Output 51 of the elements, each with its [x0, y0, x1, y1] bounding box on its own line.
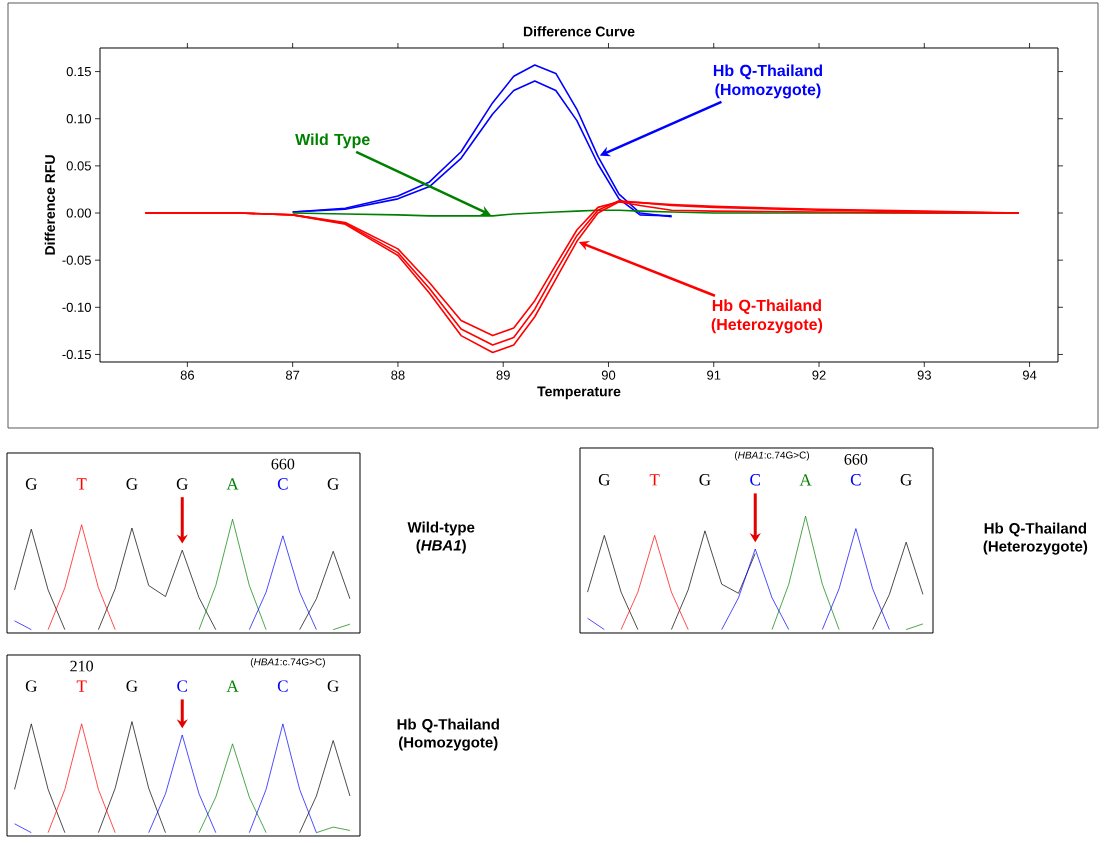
text: Wild-type (HBA1): [407, 521, 475, 554]
annotation: Hb Q-Thailand (Heterozygote): [711, 299, 823, 334]
text: A: [799, 474, 812, 486]
x-tick-label: 89: [496, 370, 510, 380]
x-tick-label: 92: [812, 370, 826, 380]
annotation: Hb Q-Thailand (Homozygote): [713, 64, 823, 99]
text: C: [750, 474, 760, 486]
text: G: [327, 478, 339, 490]
text: G: [25, 478, 37, 490]
text: T: [76, 680, 87, 692]
y-tick-label: -0.05: [62, 255, 91, 265]
text: A: [226, 680, 239, 692]
text: G: [900, 474, 912, 486]
chart-title: Difference Curve: [523, 26, 635, 37]
x-tick-label: 88: [391, 370, 405, 380]
text: (HBA1:c.74G>C): [250, 658, 325, 668]
y-tick-label: -0.10: [62, 302, 91, 312]
text: G: [699, 474, 711, 486]
x-axis-title: Temperature: [537, 386, 621, 400]
text: (HBA1:c.74G>C): [734, 451, 810, 461]
text: T: [649, 474, 660, 486]
x-tick-label: 93: [917, 370, 931, 380]
x-tick-label: 94: [1022, 370, 1037, 380]
text: 660: [844, 453, 868, 465]
x-tick-label: 90: [601, 370, 616, 380]
text: G: [327, 680, 339, 692]
x-tick-label: 87: [285, 370, 300, 380]
text: G: [176, 478, 188, 490]
text: Hb Q-Thailand (Homozygote): [397, 718, 499, 751]
annotation: Wild Type: [295, 133, 370, 149]
x-tick-label: 86: [180, 370, 195, 380]
text: 660: [271, 458, 295, 470]
text: A: [226, 478, 239, 490]
x-tick-label: 91: [707, 370, 721, 380]
text: Hb Q-Thailand (Heterozygote): [983, 522, 1088, 555]
y-axis-title: Difference RFU: [44, 155, 55, 255]
text: T: [76, 478, 87, 490]
y-tick-label: 0.00: [66, 208, 91, 218]
text: G: [126, 680, 138, 692]
y-tick-label: 0.15: [66, 66, 91, 77]
text: G: [25, 680, 37, 692]
text: G: [598, 474, 610, 486]
y-tick-label: 0.10: [66, 114, 91, 124]
text: C: [850, 474, 861, 486]
text: C: [177, 680, 187, 692]
text: C: [277, 478, 288, 490]
y-tick-label: -0.15: [62, 349, 91, 360]
text: 210: [70, 660, 94, 672]
text: C: [277, 680, 288, 692]
text: G: [126, 478, 138, 490]
y-tick-label: 0.05: [66, 161, 91, 171]
